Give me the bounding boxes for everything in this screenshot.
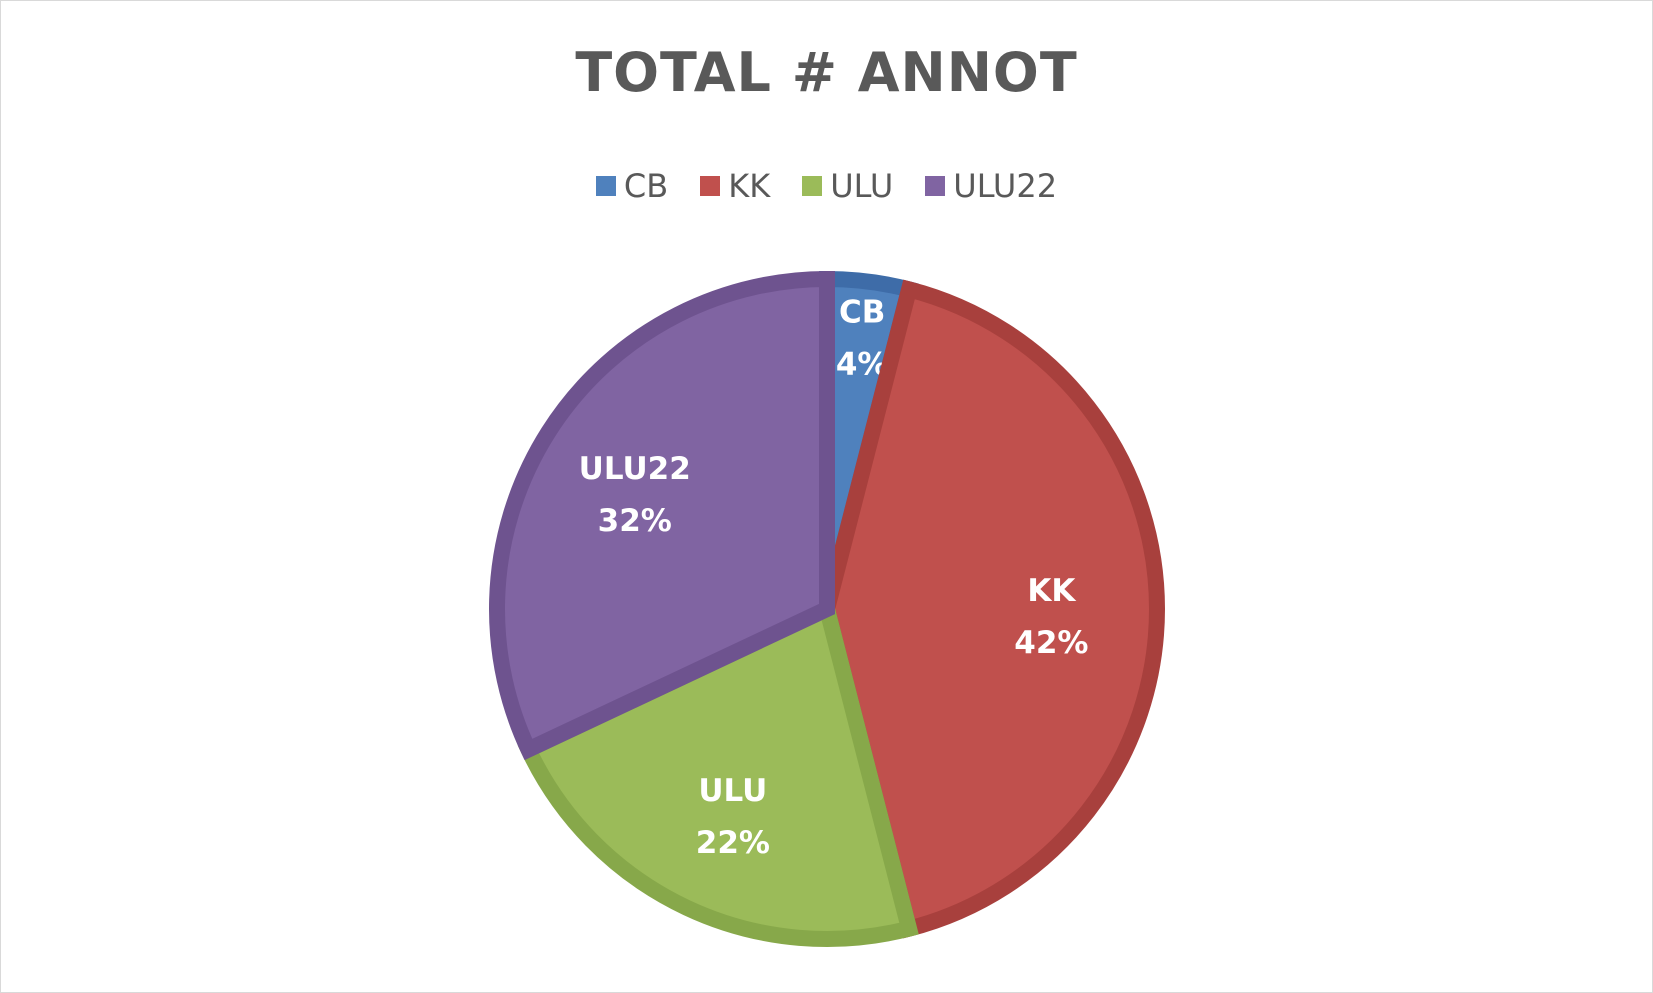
legend-swatch-ulu: [802, 176, 823, 196]
pie-slice-kk: [818, 279, 1165, 939]
legend-label-ulu: ULU: [830, 167, 894, 205]
legend-swatch-cb: [595, 176, 616, 196]
pie-slice-ulu: [517, 597, 919, 947]
legend-label-ulu22: ULU22: [953, 167, 1058, 205]
legend-swatch-ulu22: [925, 176, 946, 196]
slice-percent-label-ulu22: 32%: [598, 503, 672, 539]
legend-item-ulu22: ULU22: [925, 167, 1057, 205]
slice-category-label-ulu22: ULU22: [579, 451, 691, 487]
slice-percent-label-kk: 42%: [1014, 625, 1088, 661]
chart-title: TOTAL # ANNOT: [575, 41, 1078, 104]
legend-item-ulu: ULU: [802, 167, 893, 205]
legend-item-kk: KK: [700, 167, 770, 205]
legend-item-cb: CB: [595, 167, 669, 205]
legend: CB KK ULU ULU22: [1, 167, 1652, 205]
legend-label-kk: KK: [728, 167, 771, 205]
slice-category-label-cb: CB: [839, 295, 885, 331]
legend-label-cb: CB: [623, 167, 669, 205]
legend-swatch-kk: [700, 176, 721, 196]
slice-category-label-kk: KK: [1027, 573, 1076, 609]
slice-category-label-ulu: ULU: [698, 773, 767, 809]
slice-percent-label-ulu: 22%: [696, 825, 770, 861]
pie-slice-ulu22: [489, 270, 835, 761]
